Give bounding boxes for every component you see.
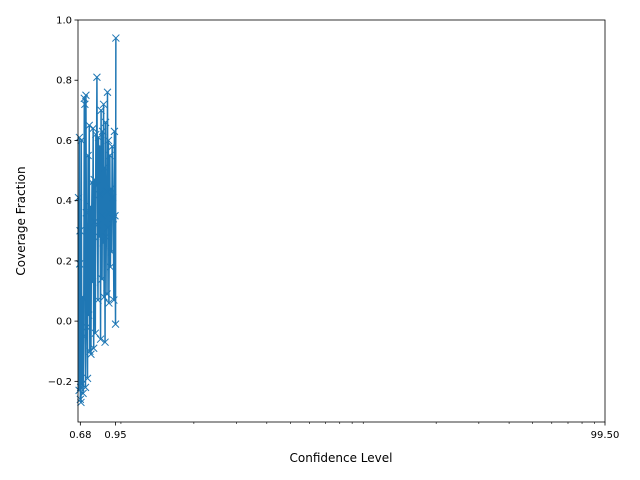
data-point — [89, 344, 98, 353]
data-point — [87, 226, 96, 235]
data-point — [93, 73, 101, 82]
data-point — [78, 293, 87, 301]
data-point — [107, 184, 115, 193]
x-tick-label: 0.68 — [69, 430, 91, 441]
plot-area — [74, 34, 120, 407]
data-point — [107, 248, 116, 256]
data-point — [82, 208, 91, 217]
y-tick-label: 0.0 — [56, 317, 72, 328]
y-tick-label: 0.2 — [56, 256, 72, 267]
data-point — [83, 323, 91, 331]
data-point — [98, 127, 107, 136]
data-point — [81, 100, 89, 109]
y-tick-label: 0.8 — [56, 76, 72, 87]
data-point — [97, 106, 105, 115]
data-point — [105, 299, 113, 307]
data-point — [96, 335, 105, 344]
x-tick-label: 99.50 — [591, 430, 620, 441]
y-axis: −0.2 0.0 0.2 0.4 0.6 0.8 1.0 — [48, 16, 78, 388]
data-point — [91, 329, 100, 338]
data-point — [84, 151, 92, 160]
data-point — [108, 193, 117, 202]
data-point — [111, 320, 120, 328]
data-point — [77, 398, 85, 407]
data-point — [89, 124, 98, 133]
y-tick-label: 0.6 — [56, 136, 72, 147]
data-point — [101, 118, 110, 127]
axes-frame — [77, 19, 606, 423]
data-point — [98, 275, 106, 283]
data-point — [108, 142, 117, 151]
x-axis-label: Confidence Level — [290, 451, 393, 465]
data-point — [103, 88, 112, 97]
data-point — [75, 260, 84, 268]
data-point — [105, 151, 114, 160]
data-point — [84, 311, 93, 319]
data-point — [104, 223, 112, 232]
data-point — [81, 383, 90, 392]
data-point — [111, 211, 119, 220]
series-line — [77, 38, 117, 404]
data-point — [92, 181, 101, 190]
data-point — [110, 296, 118, 304]
data-point — [83, 374, 92, 383]
data-point — [102, 187, 111, 196]
data-point — [99, 100, 108, 109]
data-point — [110, 127, 119, 136]
data-point — [103, 290, 111, 298]
y-tick-label: 1.0 — [56, 16, 72, 27]
data-point — [101, 338, 109, 347]
x-axis: 0.68 0.95 99.50 — [69, 422, 619, 441]
x-tick-label: 0.95 — [104, 430, 126, 441]
y-axis-label: Coverage Fraction — [14, 166, 28, 275]
data-point — [79, 389, 87, 398]
data-point — [86, 202, 95, 211]
data-point — [90, 175, 99, 184]
data-point — [95, 232, 103, 241]
y-tick-label: −0.2 — [48, 377, 72, 388]
data-point — [97, 211, 106, 220]
data-point — [87, 350, 95, 359]
data-point — [104, 136, 113, 145]
data-point — [105, 208, 114, 217]
data-point — [106, 263, 115, 271]
data-point — [100, 163, 109, 172]
data-point — [95, 190, 104, 199]
y-tick-label: 0.4 — [56, 196, 72, 207]
data-point — [74, 193, 83, 202]
data-point — [79, 332, 88, 341]
data-point — [77, 136, 86, 145]
data-point — [99, 238, 107, 247]
data-point — [85, 121, 94, 130]
data-point — [94, 133, 103, 142]
data-point — [112, 34, 120, 42]
data-point — [93, 220, 102, 229]
data-point — [102, 232, 110, 241]
data-point — [82, 91, 90, 100]
data-point — [88, 278, 97, 286]
data-point — [96, 142, 104, 151]
data-point — [94, 296, 102, 304]
